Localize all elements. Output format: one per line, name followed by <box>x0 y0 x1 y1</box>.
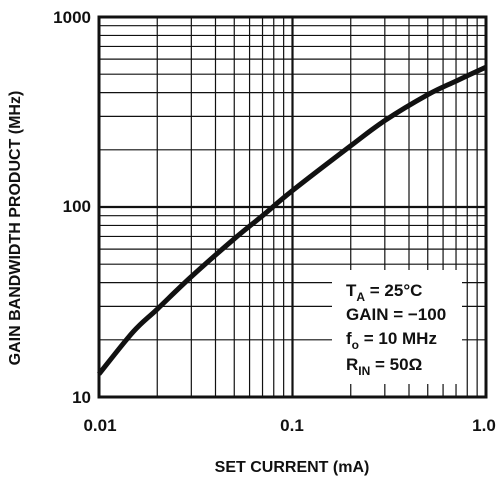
x-tick-label: 1.0 <box>472 416 496 435</box>
annotation-rin: RIN = 50Ω <box>346 355 422 378</box>
annotation-gain: GAIN = −100 <box>346 305 446 324</box>
y-tick-label: 1000 <box>53 8 91 27</box>
annotation-fo: fo = 10 MHz <box>346 329 437 352</box>
y-tick-label: 100 <box>63 197 91 216</box>
annotation-box <box>332 270 462 384</box>
curve-layer <box>97 64 488 376</box>
y-tick-label: 10 <box>72 388 91 407</box>
series-line <box>97 64 488 376</box>
x-tick-label: 0.1 <box>280 416 304 435</box>
plot-frame <box>97 15 488 399</box>
x-tick-label: 0.01 <box>83 416 116 435</box>
x-axis-title: SET CURRENT (mA) <box>215 459 370 476</box>
y-axis-title: GAIN BANDWIDTH PRODUCT (MHz) <box>7 91 24 366</box>
annotation-ta: TA = 25°C <box>346 281 422 304</box>
